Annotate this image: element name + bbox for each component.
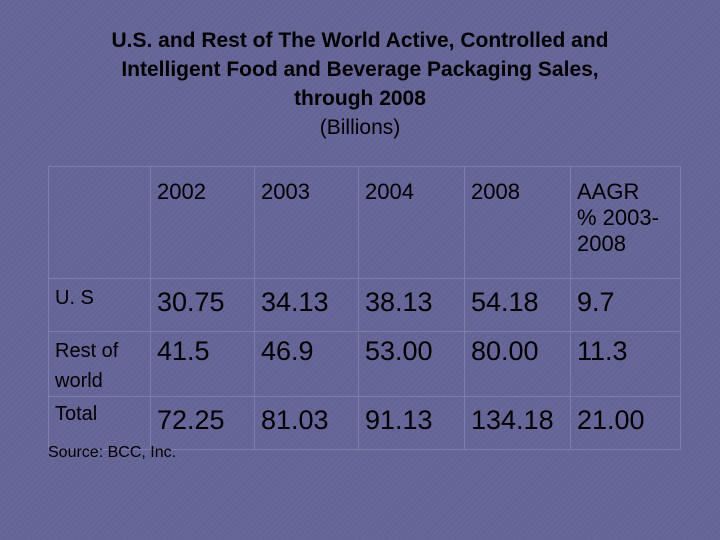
cell-total-2008: 134.18: [464, 396, 571, 450]
cell-row-2008: 80.00: [464, 331, 571, 397]
slide-title: U.S. and Rest of The World Active, Contr…: [0, 26, 720, 142]
cell-row-2002: 41.5: [150, 331, 255, 397]
title-line-2: Intelligent Food and Beverage Packaging …: [121, 58, 599, 81]
cell-us-2008: 54.18: [464, 278, 571, 332]
title-units: (Billions): [319, 116, 401, 139]
cell-total-aagr: 21.00: [570, 396, 681, 450]
header-2008: 2008: [464, 166, 571, 279]
table-row-us: U. S 30.75 34.13 38.13 54.18 9.7: [48, 278, 681, 332]
header-2003: 2003: [254, 166, 359, 279]
table-row-rest-of-world: Rest of world 41.5 46.9 53.00 80.00 11.3: [48, 331, 681, 397]
title-line-1: U.S. and Rest of The World Active, Contr…: [111, 29, 609, 52]
header-aagr-line-2: % 2003-: [577, 205, 659, 230]
cell-us-2003: 34.13: [254, 278, 359, 332]
table-row-total: Total 72.25 81.03 91.13 134.18 21.00: [48, 396, 681, 450]
row-label-rest-of-world: Rest of world: [48, 331, 151, 397]
cell-total-2002: 72.25: [150, 396, 255, 450]
row-label-total: Total: [48, 396, 151, 450]
row-label-us: U. S: [48, 278, 151, 332]
row-label-rest-line-1: Rest of: [55, 340, 119, 362]
source-note: Source: BCC, Inc.: [48, 444, 177, 461]
header-corner-cell: [48, 166, 151, 279]
sales-table: 2002 2003 2004 2008 AAGR % 2003- 2008 U.…: [48, 166, 681, 450]
cell-row-2004: 53.00: [358, 331, 465, 397]
header-aagr-line-1: AAGR: [577, 179, 640, 204]
header-aagr-line-3: 2008: [577, 231, 626, 256]
cell-total-2003: 81.03: [254, 396, 359, 450]
header-2002: 2002: [150, 166, 255, 279]
title-line-3: through 2008: [294, 87, 426, 110]
cell-us-aagr: 9.7: [570, 278, 681, 332]
cell-row-aagr: 11.3: [570, 331, 681, 397]
cell-row-2003: 46.9: [254, 331, 359, 397]
cell-us-2002: 30.75: [150, 278, 255, 332]
row-label-rest-line-2: world: [55, 370, 103, 392]
table-header-row: 2002 2003 2004 2008 AAGR % 2003- 2008: [48, 166, 681, 279]
header-2004: 2004: [358, 166, 465, 279]
cell-us-2004: 38.13: [358, 278, 465, 332]
cell-total-2004: 91.13: [358, 396, 465, 450]
header-aagr: AAGR % 2003- 2008: [570, 166, 681, 279]
